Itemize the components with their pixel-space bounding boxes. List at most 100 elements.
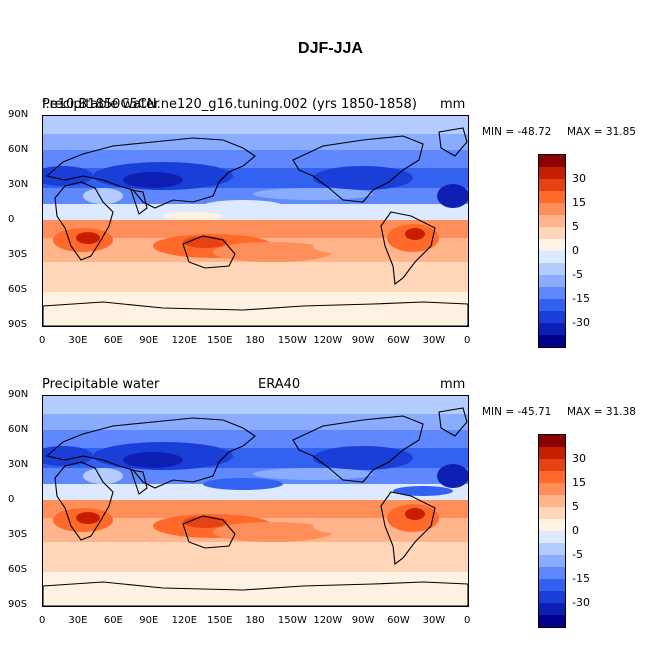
coastline [292, 415, 424, 483]
colorbar-swatch [539, 519, 565, 531]
colorbar-swatch [539, 203, 565, 215]
anomaly-region [83, 468, 123, 484]
coastline [130, 189, 148, 215]
anomaly-region [183, 236, 227, 248]
colorbar-swatch [539, 507, 565, 519]
figure-title: DJF-JJA [298, 40, 363, 57]
colorbar-label: 15 [572, 476, 586, 489]
lon-tick-label: 120E [171, 335, 198, 346]
colorbar-swatch [539, 483, 565, 495]
coastline [45, 137, 256, 209]
lon-tick-label: 60E [103, 615, 123, 626]
anomaly-region [43, 166, 93, 186]
colorbar-swatch [539, 615, 565, 627]
lat-tick-label: 60N [8, 144, 29, 155]
map-field-model [42, 115, 469, 327]
colorbar-swatch [539, 531, 565, 543]
contour-band [43, 414, 468, 430]
colorbar-label: 5 [572, 220, 579, 233]
colorbar-swatch [539, 543, 565, 555]
lon-tick-label: 90W [351, 335, 375, 346]
coastline [43, 301, 468, 326]
anomaly-region [253, 468, 373, 480]
lat-tick-label: 30S [8, 529, 28, 540]
colorbar-label: -30 [572, 596, 590, 609]
colorbar-swatch [539, 447, 565, 459]
colorbar-swatch [539, 335, 565, 347]
coastline [54, 461, 114, 541]
panel-unit-label: mm [440, 97, 466, 112]
lon-tick-label: 0 [464, 615, 471, 626]
anomaly-region [203, 478, 283, 490]
colorbar [538, 434, 566, 628]
contour-band [43, 500, 468, 518]
lon-tick-label: 30W [422, 615, 446, 626]
colorbar-swatch [539, 275, 565, 287]
lon-tick-label: 60E [103, 335, 123, 346]
lon-tick-label: 30W [422, 335, 446, 346]
lon-tick-label: 0 [464, 335, 471, 346]
anomaly-region [437, 184, 468, 208]
colorbar-swatch [539, 167, 565, 179]
lon-tick-label: 60W [387, 615, 410, 626]
lat-tick-label: 30S [8, 249, 28, 260]
coastline [45, 417, 256, 489]
lon-tick-label: 180 [245, 615, 265, 626]
min-label: MIN = -45.71 [482, 406, 552, 418]
colorbar-swatch [539, 227, 565, 239]
lon-tick-label: 60W [387, 335, 410, 346]
colorbar-label: -15 [572, 572, 590, 585]
anomaly-region [183, 516, 227, 528]
contour-band [43, 262, 468, 292]
lon-tick-label: 0 [39, 615, 46, 626]
colorbar-label: -15 [572, 292, 590, 305]
contour-band [43, 396, 468, 414]
min-label: MIN = -48.72 [482, 126, 552, 138]
colorbar-swatch [539, 155, 565, 167]
lat-tick-label: 90N [8, 109, 29, 120]
colorbar-swatch [539, 459, 565, 471]
anomaly-region [203, 200, 283, 212]
map-field-obs [42, 395, 469, 607]
anomaly-region [313, 166, 413, 190]
colorbar-label: 30 [572, 452, 586, 465]
contour-band [43, 134, 468, 150]
contour-band [43, 430, 468, 448]
panel-variable-label: Precipitable water [42, 97, 160, 112]
coastline [54, 181, 114, 261]
contour-band [43, 204, 468, 220]
contour-band [43, 542, 468, 572]
lat-tick-label: 0 [8, 214, 15, 225]
colorbar-label: -5 [572, 548, 583, 561]
anomaly-region [163, 212, 223, 220]
lon-tick-label: 0 [39, 335, 46, 346]
lon-tick-label: 150W [277, 335, 307, 346]
lat-tick-label: 60N [8, 424, 29, 435]
map-svg [43, 396, 468, 606]
anomaly-region [313, 238, 373, 254]
contour-band [43, 116, 468, 134]
lon-tick-label: 30E [68, 335, 88, 346]
colorbar-swatch [539, 591, 565, 603]
lon-tick-label: 120W [313, 615, 343, 626]
colorbar-label: -30 [572, 316, 590, 329]
lat-tick-label: 90S [8, 319, 28, 330]
colorbar-label: -5 [572, 268, 583, 281]
contour-band [43, 484, 468, 500]
coastline [380, 211, 436, 286]
colorbar-swatch [539, 239, 565, 251]
coastline [292, 135, 424, 203]
lat-tick-label: 60S [8, 564, 28, 575]
coastline [43, 581, 468, 606]
map-svg [43, 116, 468, 326]
anomaly-region [405, 228, 425, 240]
panel-variable-label: Precipitable water [42, 377, 160, 392]
lon-tick-label: 180 [245, 335, 265, 346]
colorbar-label: 5 [572, 500, 579, 513]
lat-tick-label: 30N [8, 179, 29, 190]
colorbar-swatch [539, 579, 565, 591]
colorbar-swatch [539, 471, 565, 483]
colorbar-swatch [539, 311, 565, 323]
anomaly-region [123, 172, 183, 188]
panel-unit-label: mm [440, 377, 466, 392]
